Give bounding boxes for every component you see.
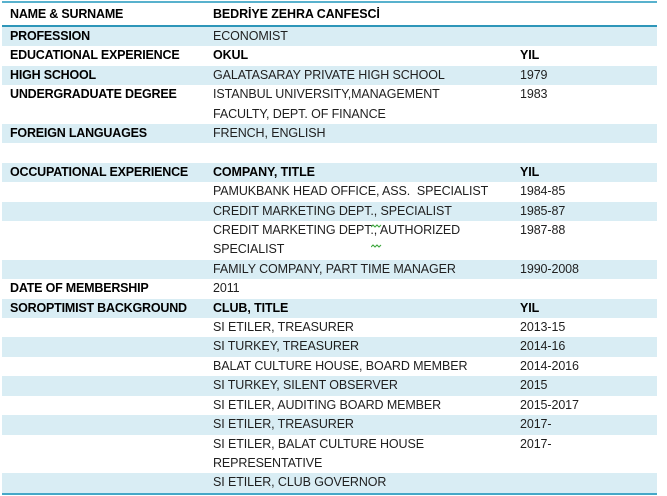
table-row: PAMUKBANK HEAD OFFICE, ASS. SPECIALIST 1…	[2, 182, 657, 201]
table-row	[2, 143, 657, 162]
row-year: YIL	[520, 48, 540, 63]
row-year: 1987-88	[520, 223, 566, 238]
row-year	[514, 143, 657, 162]
table-row: NAME & SURNAME BEDRİYE ZEHRA CANFESCİ	[2, 2, 657, 27]
table-row: SI ETILER, TREASURER 2013-15	[2, 318, 657, 337]
row-value: SI ETILER, CLUB GOVERNOR	[207, 473, 514, 494]
row-label	[2, 259, 207, 280]
row-value: ISTANBUL UNIVERSITY,MANAGEMENT FACULTY, …	[213, 87, 440, 121]
row-value: SI TURKEY, TREASURER	[207, 337, 514, 357]
row-year: 1985-87	[514, 201, 657, 222]
row-label: EDUCATIONAL EXPERIENCE	[10, 48, 180, 63]
row-value: FRENCH, ENGLISH	[207, 124, 514, 144]
table-row: UNDERGRADUATE DEGREE ISTANBUL UNIVERSITY…	[2, 85, 657, 124]
row-label	[2, 318, 207, 337]
row-label: SOROPTIMIST BACKGROUND	[2, 298, 207, 319]
cv-table-body: NAME & SURNAME BEDRİYE ZEHRA CANFESCİ PR…	[2, 2, 657, 494]
row-label	[2, 396, 207, 415]
row-value: OKUL	[213, 48, 249, 63]
row-label	[2, 473, 207, 494]
row-year: 2015	[514, 376, 657, 396]
row-year: 1984-85	[520, 184, 566, 199]
table-row: CREDIT MARKETING DEPT., AUTHORIZED SPECI…	[2, 221, 657, 260]
table-row: SI ETILER, BALAT CULTURE HOUSE REPRESENT…	[2, 435, 657, 474]
table-row: SI ETILER, TREASURER 2017-	[2, 415, 657, 435]
row-label	[2, 221, 207, 260]
row-value: CLUB, TITLE	[207, 298, 514, 319]
row-value: BALAT CULTURE HOUSE, BOARD MEMBER	[213, 358, 468, 373]
row-year: 1983	[520, 87, 548, 102]
row-value: 2011	[213, 281, 240, 296]
row-value: COMPANY, TITLE	[207, 162, 514, 183]
row-year: YIL	[514, 162, 657, 183]
row-label: PROFESSION	[2, 26, 207, 47]
row-value: PAMUKBANK HEAD OFFICE, ASS. SPECIALIST	[213, 184, 489, 199]
row-year: 1990-2008	[514, 259, 657, 280]
row-label	[2, 376, 207, 396]
row-value: CREDIT MARKETING DEPT., SPECIALIST	[207, 201, 514, 222]
row-value: SI ETILER, BALAT CULTURE HOUSE REPRESENT…	[213, 436, 424, 470]
row-value: SI TURKEY, SILENT OBSERVER	[207, 376, 514, 396]
row-year: YIL	[514, 298, 657, 319]
table-row: SI ETILER, AUDITING BOARD MEMBER 2015-20…	[2, 396, 657, 415]
row-label	[2, 337, 207, 357]
row-value: GALATASARAY PRIVATE HIGH SCHOOL	[207, 65, 514, 86]
row-year: 2017-	[514, 415, 657, 435]
table-row: PROFESSION ECONOMIST	[2, 26, 657, 47]
row-value: BEDRİYE ZEHRA CANFESCİ	[207, 2, 514, 27]
row-label	[2, 435, 207, 474]
table-row: EDUCATIONAL EXPERIENCE OKUL YIL	[2, 46, 657, 65]
row-year: 2014-2016	[520, 358, 579, 373]
row-year	[514, 26, 657, 47]
row-label: NAME & SURNAME	[2, 2, 207, 27]
row-year	[514, 473, 657, 494]
row-year: 1979	[514, 65, 657, 86]
row-year	[514, 2, 657, 27]
row-year: 2014-16	[514, 337, 657, 357]
row-value	[207, 143, 514, 162]
row-value: SI ETILER, AUDITING BOARD MEMBER	[213, 397, 442, 412]
table-row: SI ETILER, CLUB GOVERNOR	[2, 473, 657, 494]
table-row: CREDIT MARKETING DEPT., SPECIALIST 1985-…	[2, 201, 657, 222]
row-label	[2, 182, 207, 201]
row-year	[514, 124, 657, 144]
table-row: BALAT CULTURE HOUSE, BOARD MEMBER 2014-2…	[2, 357, 657, 376]
table-row: FOREIGN LANGUAGES FRENCH, ENGLISH	[2, 124, 657, 144]
row-label: FOREIGN LANGUAGES	[2, 124, 207, 144]
row-label	[2, 201, 207, 222]
table-row: SI TURKEY, TREASURER 2014-16	[2, 337, 657, 357]
row-year	[514, 279, 657, 298]
row-label: OCCUPATIONAL EXPERIENCE	[2, 162, 207, 183]
table-row: FAMILY COMPANY, PART TIME MANAGER 1990-2…	[2, 259, 657, 280]
table-row: DATE OF MEMBERSHIP 2011	[2, 279, 657, 298]
row-value: FAMILY COMPANY, PART TIME MANAGER	[207, 259, 514, 280]
row-year: 2017-	[520, 436, 552, 451]
row-value: ECONOMIST	[207, 26, 514, 47]
row-value: SI ETILER, TREASURER	[213, 320, 354, 335]
table-row: OCCUPATIONAL EXPERIENCE COMPANY, TITLE Y…	[2, 162, 657, 183]
row-value: SI ETILER, TREASURER	[207, 415, 514, 435]
row-value: CREDIT MARKETING DEPT., AUTHORIZED SPECI…	[213, 223, 461, 257]
row-label	[2, 143, 207, 162]
row-label: HIGH SCHOOL	[2, 65, 207, 86]
table-row: SI TURKEY, SILENT OBSERVER 2015	[2, 376, 657, 396]
row-year: 2015-2017	[520, 397, 579, 412]
row-year: 2013-15	[520, 320, 566, 335]
table-row: HIGH SCHOOL GALATASARAY PRIVATE HIGH SCH…	[2, 65, 657, 86]
row-label: DATE OF MEMBERSHIP	[10, 281, 149, 296]
cv-table: NAME & SURNAME BEDRİYE ZEHRA CANFESCİ PR…	[2, 1, 657, 495]
row-label	[2, 415, 207, 435]
row-label	[2, 357, 207, 376]
table-row: SOROPTIMIST BACKGROUND CLUB, TITLE YIL	[2, 298, 657, 319]
row-label: UNDERGRADUATE DEGREE	[10, 87, 177, 102]
